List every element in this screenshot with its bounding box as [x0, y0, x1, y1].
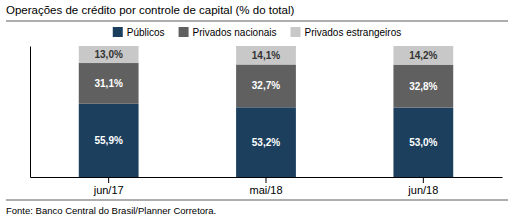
series-bars [79, 104, 453, 177]
bar [236, 107, 296, 177]
x-tick-mark [108, 177, 109, 183]
bar [393, 65, 453, 108]
title-rule [6, 21, 508, 22]
bar [393, 108, 453, 177]
x-tick-label: jun/18 [407, 184, 438, 196]
legend-swatch [179, 27, 189, 37]
data-label: 14,2% [409, 50, 437, 61]
data-label: 53,0% [409, 137, 437, 148]
bar [236, 46, 296, 64]
x-tick: jun/18 [407, 177, 438, 196]
data-label: 13,0% [94, 49, 122, 60]
data-labels: 55,9% 53,2% 53,0% 31,1% 32,7% 32,8% 13,0% 14,1%… [94, 49, 437, 148]
y-axis-line [30, 47, 31, 178]
legend-label: Públicos [127, 27, 165, 38]
series-bars [79, 63, 453, 108]
data-label: 31,1% [94, 78, 122, 89]
legend-item: Privados nacionais [179, 27, 277, 38]
bar [79, 63, 139, 104]
x-tick: mai/18 [249, 177, 282, 196]
legend-label: Privados estrangeiros [305, 27, 402, 38]
bar [79, 46, 139, 63]
footnote-rule [6, 200, 508, 201]
data-label: 53,2% [252, 137, 280, 148]
y-axis [30, 47, 31, 178]
data-label: 55,9% [94, 135, 122, 146]
footnote: Fonte: Banco Central do Brasil/Planner C… [6, 205, 216, 216]
bar [393, 46, 453, 65]
bars [79, 46, 453, 177]
bar [236, 64, 296, 107]
legend-swatch [291, 27, 301, 37]
title: Operações de crédito por controle de cap… [6, 4, 294, 16]
legend-swatch [113, 27, 123, 37]
legend: Públicos Privados nacionais Privados estra… [113, 27, 401, 38]
data-label: 32,8% [409, 81, 437, 92]
x-tick-mark [266, 177, 267, 183]
x-tick-label: mai/18 [249, 184, 282, 196]
legend-label: Privados nacionais [193, 27, 277, 38]
plot: 55,9% 53,2% 53,0% 31,1% 32,7% 32,8% 13,0% 14,1%… [31, 46, 503, 196]
x-tick-mark [423, 177, 424, 183]
legend-item: Privados estrangeiros [291, 27, 402, 38]
x-tick-label: jun/17 [93, 184, 124, 196]
data-label: 14,1% [252, 50, 280, 61]
x-tick: jun/17 [93, 177, 124, 196]
data-label: 32,7% [252, 80, 280, 91]
bar [79, 104, 139, 177]
chart: Operações de crédito por controle de cap… [0, 0, 514, 221]
legend-item: Públicos [113, 27, 165, 38]
series-bars [79, 46, 453, 65]
x-axis: jun/17 mai/18 jun/18 [31, 177, 503, 196]
